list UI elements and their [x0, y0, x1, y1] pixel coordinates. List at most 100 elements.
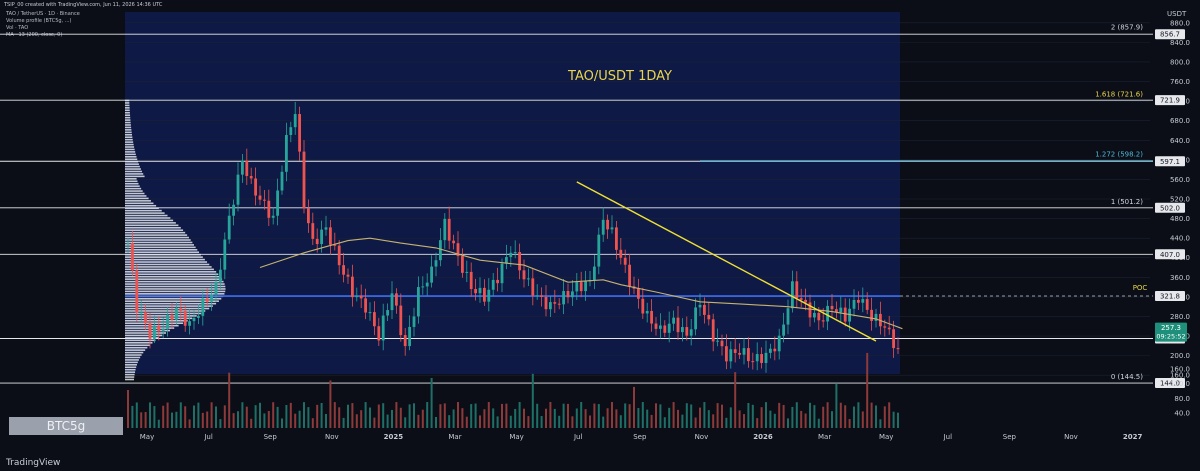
candle-body	[562, 291, 565, 305]
vp-bar	[125, 359, 139, 361]
vp-bar	[125, 119, 131, 121]
poc-label: POC	[1133, 284, 1148, 292]
volume-bar	[391, 409, 393, 428]
time-axis[interactable]: May Jul Sep Nov 2025 Mar May Jul Sep Nov 2026 Mar Ma…	[0, 428, 1153, 444]
volume-bar	[435, 416, 437, 428]
candle-body	[513, 252, 517, 254]
price-tag: 856.7	[1160, 31, 1180, 39]
y-tick-label: 800.0	[1170, 58, 1190, 66]
candle-body	[808, 302, 812, 318]
x-tick-label: May	[140, 433, 154, 441]
candle-body	[395, 293, 398, 306]
author-watermark: BTC5g	[9, 417, 123, 435]
price-axis[interactable]: 160.0200.0240.0280.0320.0360.0400.0440.0…	[1153, 0, 1200, 471]
vp-bar	[125, 334, 163, 337]
vp-bar	[125, 124, 131, 126]
candle-body	[381, 315, 385, 341]
candle-body	[135, 270, 139, 313]
candle-body	[606, 219, 609, 230]
volume-bar	[228, 372, 231, 428]
vp-bar	[125, 202, 154, 205]
candle-body	[883, 326, 887, 328]
y-tick-label: 440.0	[1170, 235, 1190, 243]
candle-body	[698, 304, 702, 308]
candle-body	[417, 287, 420, 317]
candle-body	[641, 298, 645, 314]
currency-label: USDT	[1167, 10, 1187, 18]
volume-bar	[562, 403, 565, 428]
volume-bar	[699, 407, 701, 428]
volume-bar	[395, 402, 398, 428]
vp-bar	[125, 263, 210, 266]
candle-body	[399, 305, 403, 336]
candle-body	[826, 305, 829, 322]
candle-body	[821, 320, 825, 322]
volume-bar	[536, 403, 539, 428]
vp-bar	[125, 222, 176, 224]
candle-body	[307, 208, 310, 224]
volume-bar	[817, 418, 820, 428]
candle-body	[615, 227, 618, 250]
vp-bar	[125, 200, 151, 202]
vp-bar	[125, 180, 138, 183]
candle-body	[320, 229, 323, 245]
vp-bar	[125, 278, 223, 280]
price-tag-bg	[1155, 156, 1185, 167]
candle-body	[201, 298, 205, 316]
tradingview-logo[interactable]: TradingView	[6, 458, 61, 468]
candle-body	[703, 304, 706, 315]
vp-bar	[125, 329, 171, 332]
candle-body	[166, 314, 169, 329]
volume-bar	[197, 402, 200, 428]
vp-bar	[125, 229, 184, 232]
volume-bar	[294, 413, 297, 428]
y-tick-label: 640.0	[1170, 137, 1190, 145]
volume-bar	[567, 403, 569, 428]
volume-bar	[747, 402, 750, 428]
volume-bar	[413, 403, 415, 428]
x-tick-label: Nov	[1064, 433, 1078, 441]
candle-body	[681, 327, 684, 333]
vp-bar	[125, 315, 197, 317]
x-tick-label: 2025	[384, 433, 404, 441]
x-tick-label: Mar	[448, 433, 461, 441]
volume-bar	[549, 402, 552, 428]
candle-body	[214, 281, 218, 295]
y-tick-label: 760.0	[1170, 78, 1190, 86]
vp-bar	[125, 310, 206, 312]
volume-bar	[712, 414, 715, 428]
volume-bar	[703, 402, 706, 428]
countdown-label: 09:25:52	[1156, 333, 1185, 341]
candle-body	[157, 325, 161, 331]
vp-bar	[125, 136, 133, 139]
volume-bar	[571, 416, 574, 428]
volume-bar	[399, 407, 402, 428]
candle-body	[469, 271, 473, 290]
vp-bar	[125, 109, 130, 112]
volume-bar	[329, 380, 332, 428]
volume-bar	[175, 411, 178, 428]
volume-bar	[879, 419, 882, 428]
volume-bar	[289, 402, 292, 428]
volume-bar	[426, 402, 429, 428]
vp-bar	[125, 344, 150, 347]
volume-bar	[135, 402, 138, 428]
candle-body	[293, 114, 297, 128]
candle-body	[276, 190, 279, 216]
volume-bar	[690, 404, 693, 428]
price-tag-bg	[1155, 249, 1185, 260]
candle-body	[447, 218, 451, 241]
vp-bar	[125, 217, 171, 219]
vp-bar	[125, 312, 202, 315]
chart-title: TAO/USDT 1DAY	[567, 69, 672, 84]
volume-bar	[875, 405, 877, 428]
price-axis-bg	[1153, 0, 1200, 471]
vp-bar	[125, 275, 221, 278]
vp-bar	[125, 271, 217, 273]
volume-bar	[259, 402, 261, 428]
candle-body	[443, 218, 447, 241]
candle-body	[672, 317, 675, 324]
candle-body	[738, 352, 741, 355]
